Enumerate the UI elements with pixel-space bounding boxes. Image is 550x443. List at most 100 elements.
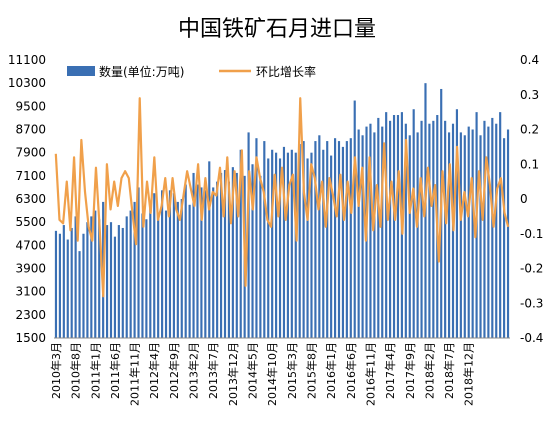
x-tick-label: 2012年9月 [167,342,181,399]
bar [392,115,396,339]
x-tick-label: 2016年11月 [363,342,377,406]
bar [212,187,215,338]
bar [196,184,199,338]
right-tick-label: 0 [520,192,528,206]
bar [161,190,164,338]
left-tick-label: 7100 [15,169,46,183]
bar [282,146,286,339]
legend: 数量(单位:万吨) 环比增长率 [67,64,316,79]
bar [90,216,93,339]
bar [455,109,459,338]
bar [373,132,376,338]
x-tick-label: 2013年7月 [206,342,220,399]
bar [176,201,179,338]
bar [506,129,510,338]
bar [483,120,486,338]
left-tick-label: 2300 [15,308,46,322]
bar [408,135,411,338]
bar [164,210,168,338]
bar [267,158,270,338]
legend-label-line: 环比增长率 [256,64,316,79]
bar [310,152,313,338]
left-tick-label: 7900 [15,146,46,160]
bar [389,120,392,338]
x-tick-label: 2017年9月 [403,342,417,399]
bar [337,141,341,338]
plot-area [54,83,510,339]
bar [204,190,207,338]
x-tick-label: 2014年5月 [246,342,260,399]
bar [361,135,364,338]
bar [109,222,113,338]
right-tick-label: 0.3 [520,88,539,102]
bar [345,141,348,338]
left-tick-label: 11100 [8,53,46,67]
left-tick-label: 5500 [15,215,46,229]
left-tick-label: 9500 [15,99,46,113]
bar [306,158,309,338]
x-tick-label: 2015年8月 [304,342,318,399]
bar [74,216,77,339]
x-tick-label: 2011年1月 [88,342,102,399]
bar [294,152,297,338]
left-tick-label: 10300 [8,76,46,90]
right-tick-label: -0.1 [520,227,543,241]
bar [192,172,195,338]
bar [133,201,136,338]
bar [251,164,254,338]
bar [377,117,380,338]
bar [381,126,384,338]
bar [137,187,140,338]
bar [78,251,81,339]
bar [385,112,388,339]
bar [322,149,325,338]
bar [141,213,144,338]
x-tick-label: 2018年2月 [422,342,436,399]
bar [330,155,333,338]
left-tick-label: 6300 [15,192,46,206]
right-tick-label: -0.2 [520,262,543,276]
bar [82,233,85,338]
bar [255,138,258,338]
right-axis: 0.4 0.3 0.2 0.1 0 -0.1 -0.2 -0.3 -0.4 [520,53,543,345]
right-tick-label: -0.4 [520,331,543,345]
x-tick-label: 2010年8月 [69,342,83,399]
bar [432,120,435,338]
x-tick-label: 2013年2月 [187,342,201,399]
left-tick-label: 3900 [15,262,46,276]
x-tick-label: 2011年11月 [128,342,142,406]
x-axis: 2010年3月 2010年8月 2011年1月 2011年6月 2011年11月 2012… [49,342,476,406]
bar [239,149,242,338]
bar [467,126,470,338]
x-tick-label: 2014年10月 [265,342,279,406]
x-tick-label: 2016年6月 [344,342,358,399]
bar [459,132,462,338]
bar [86,222,89,338]
bar [333,138,337,338]
bar [463,135,466,338]
bar [491,117,494,338]
bar [357,129,360,338]
bar [105,225,109,338]
bar [227,181,231,339]
bar [471,129,474,338]
bar [404,123,407,339]
bar [208,161,211,338]
bar [149,207,152,338]
bar [444,120,447,338]
bar [121,227,124,338]
x-tick-label: 2013年12月 [226,342,240,406]
bar [98,219,101,338]
bar [369,123,372,339]
bar [353,100,356,338]
bar [54,230,58,338]
right-tick-label: 0.2 [520,123,539,137]
bar [326,141,329,338]
bar [259,175,262,338]
bar [235,172,238,338]
bar [223,170,227,338]
chart-title: 中国铁矿石月进口量 [178,17,376,42]
x-tick-label: 2016年1月 [324,342,338,399]
bar [263,141,266,338]
bar [168,190,172,338]
